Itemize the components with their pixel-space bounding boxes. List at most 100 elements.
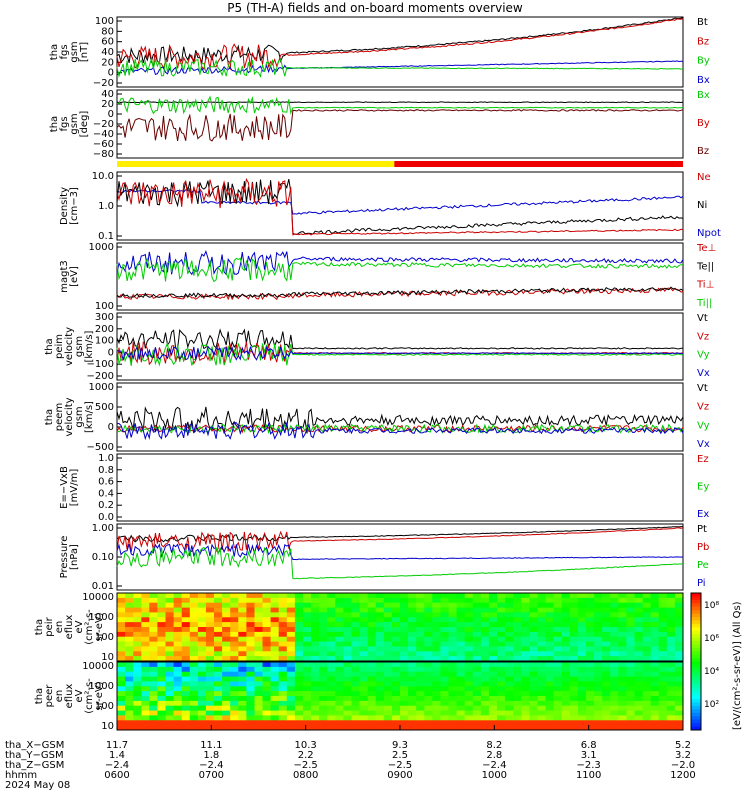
spectrogram-cell xyxy=(432,725,441,731)
spectrogram-cell xyxy=(246,681,255,687)
spectrogram-cell xyxy=(133,641,142,647)
spectrogram-cell xyxy=(311,662,320,668)
spectrogram-cell xyxy=(262,631,272,638)
spectrogram-cell xyxy=(400,607,409,613)
legend-entry: Pb xyxy=(697,542,709,553)
spectrogram-cell xyxy=(464,696,474,702)
spectrogram-cell xyxy=(626,705,635,712)
colorbar-segment xyxy=(691,620,701,625)
spectrogram-cell xyxy=(133,593,142,599)
spectrogram-cell xyxy=(149,710,158,716)
spectrogram-cell xyxy=(472,691,482,697)
spectrogram-cell xyxy=(448,671,458,678)
spectrogram-cell xyxy=(553,686,563,692)
spectrogram-cell xyxy=(278,720,288,726)
spectrogram-cell xyxy=(537,602,547,609)
spectrogram-cell xyxy=(254,612,264,618)
spectrogram-cell xyxy=(432,705,441,712)
spectrogram-cell xyxy=(505,617,514,623)
spectrogram-cell xyxy=(270,641,280,647)
spectrogram-cell xyxy=(141,607,150,613)
spectrogram-cell xyxy=(335,646,344,652)
spectrogram-cell xyxy=(594,725,603,731)
spectrogram-cell xyxy=(561,715,571,721)
spectrogram-cell xyxy=(456,641,466,647)
spectrogram-cell xyxy=(230,666,239,673)
spectrogram-cell xyxy=(157,631,166,638)
spectrogram-cell xyxy=(432,700,441,707)
spectrogram-cell xyxy=(189,696,199,702)
spectrogram-cell xyxy=(222,602,231,609)
spectrogram-cell xyxy=(610,612,619,618)
spectrogram-cell xyxy=(424,617,433,623)
spectrogram-cell xyxy=(432,651,441,657)
spectrogram-cell xyxy=(286,597,296,604)
spectrogram-cell xyxy=(222,686,231,692)
ephem-value: 1100 xyxy=(576,770,601,781)
spectrogram-cell xyxy=(157,627,166,633)
spectrogram-cell xyxy=(254,725,264,731)
spectrogram-cell xyxy=(189,627,199,633)
legend-entry: Vy xyxy=(697,420,710,431)
spectrogram-cell xyxy=(594,631,603,638)
spectrogram-cell xyxy=(505,725,514,731)
spectrogram-cell xyxy=(594,607,603,613)
spectrogram-cell xyxy=(472,720,482,726)
spectrogram-cell xyxy=(642,656,652,662)
spectrogram-cell xyxy=(513,725,522,731)
spectrogram-cell xyxy=(488,662,498,668)
spectrogram-cell xyxy=(359,671,369,678)
spectrogram-cell xyxy=(618,602,627,609)
spectrogram-cell xyxy=(521,627,530,633)
spectrogram-cell xyxy=(181,651,191,657)
spectrogram-cell xyxy=(456,700,466,707)
spectrogram-cell xyxy=(157,705,166,712)
spectrogram-cell xyxy=(545,681,555,687)
spectrogram-cell xyxy=(205,696,215,702)
spectrogram-cell xyxy=(416,656,425,662)
spectrogram-cell xyxy=(391,636,401,643)
spectrogram-cell xyxy=(666,676,676,682)
spectrogram-cell xyxy=(586,686,595,692)
spectrogram-cell xyxy=(586,691,595,697)
spectrogram-cell xyxy=(634,720,644,726)
spectrogram-cell xyxy=(488,607,498,613)
spectrogram-cell xyxy=(618,705,627,712)
spectrogram-cell xyxy=(270,686,280,692)
spectrogram-cell xyxy=(545,676,555,682)
spectrogram-cell xyxy=(286,617,296,623)
spectrogram-cell xyxy=(246,636,255,643)
spectrogram-cell xyxy=(674,622,684,628)
spectrogram-cell xyxy=(343,593,352,599)
spectrogram-cell xyxy=(642,715,652,721)
spectrogram-cell xyxy=(327,700,336,707)
spectrogram-cell xyxy=(270,622,280,628)
spectrogram-cell xyxy=(214,607,223,613)
spectrogram-cell xyxy=(311,636,320,643)
spectrogram-cell xyxy=(440,720,449,726)
spectrogram-cell xyxy=(303,676,312,682)
spectrogram-cell xyxy=(416,676,425,682)
spectrogram-cell xyxy=(117,700,126,707)
spectrogram-cell xyxy=(246,696,255,702)
spectrogram-cell xyxy=(448,593,458,599)
spectrogram-cell xyxy=(626,681,635,687)
spectrogram-cell xyxy=(286,607,296,613)
spectrogram-cell xyxy=(222,705,231,712)
spectrogram-cell xyxy=(246,597,255,604)
spectrogram-cell xyxy=(230,696,239,702)
spectrogram-cell xyxy=(456,676,466,682)
spectrogram-cell xyxy=(464,646,474,652)
ephem-row-label: hhmm xyxy=(5,770,37,781)
spectrogram-cell xyxy=(488,636,498,643)
spectrogram-cell xyxy=(141,720,150,726)
spectrogram-cell xyxy=(610,676,619,682)
spectrogram-cell xyxy=(117,715,126,721)
spectrogram-cell xyxy=(165,676,175,682)
spectrogram-cell xyxy=(125,617,134,623)
spectrogram-cell xyxy=(343,646,352,652)
colorbar-segment xyxy=(691,596,701,601)
spectrogram-cell xyxy=(480,710,490,716)
spectrogram-cell xyxy=(173,597,183,604)
spectrogram-cell xyxy=(666,691,676,697)
